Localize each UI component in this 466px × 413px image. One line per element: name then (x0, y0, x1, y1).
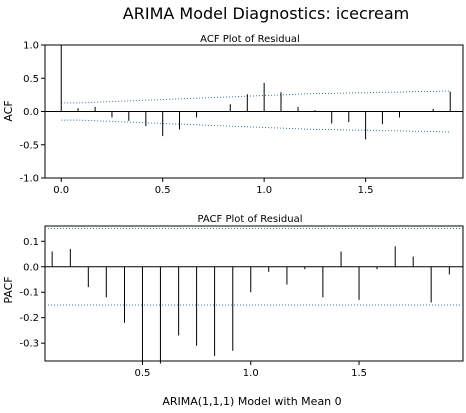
pacf-plot-frame (44, 225, 464, 362)
pacf-y-ticks: -0.3 -0.2 -0.1 0.0 0.1 (19, 237, 45, 350)
pacf-x-tick-label: 1.0 (243, 368, 259, 379)
acf-lower-band (61, 119, 451, 133)
acf-x-tick-label: 0.0 (53, 185, 69, 196)
pacf-panel-title: PACF Plot of Residual (197, 214, 302, 225)
pacf-x-ticks: 0.5 1.0 1.5 (135, 361, 367, 379)
pacf-y-tick-label: -0.1 (19, 288, 39, 299)
pacf-y-tick-label: 0.0 (23, 262, 39, 273)
figure-title: ARIMA Model Diagnostics: icecream (123, 4, 409, 23)
pacf-y-axis-label: PACF (2, 276, 15, 303)
footer-model-label: ARIMA(1,1,1) Model with Mean 0 (162, 395, 341, 408)
acf-upper-band (61, 90, 451, 104)
acf-confidence-bands (61, 90, 451, 133)
pacf-panel: PACF Plot of Residual PACF -0.3 -0.2 -0.1 0… (2, 214, 464, 379)
pacf-x-tick-label: 1.5 (351, 368, 367, 379)
acf-panel-title: ACF Plot of Residual (200, 34, 300, 45)
acf-y-tick-label: -1.0 (19, 174, 39, 185)
pacf-confidence-bands (45, 228, 463, 306)
acf-y-tick-label: 0.5 (23, 74, 39, 85)
pacf-y-tick-label: 0.1 (23, 237, 39, 248)
acf-y-ticks: -1.0 -0.5 0.0 0.5 1.0 (19, 41, 45, 185)
acf-x-tick-label: 1.0 (256, 185, 272, 196)
pacf-y-tick-label: -0.2 (19, 313, 39, 324)
acf-x-tick-label: 0.5 (155, 185, 171, 196)
acf-panel: ACF Plot of Residual ACF -1.0 -0.5 0.0 0.5 1… (2, 34, 464, 196)
acf-y-tick-label: -0.5 (19, 140, 39, 151)
acf-y-tick-label: 0.0 (23, 107, 39, 118)
acf-y-axis-label: ACF (2, 100, 15, 121)
acf-y-tick-label: 1.0 (23, 41, 39, 52)
acf-spikes (60, 45, 451, 140)
acf-x-ticks: 0.0 0.5 1.0 1.5 (53, 178, 374, 196)
pacf-x-tick-label: 0.5 (135, 368, 151, 379)
acf-x-tick-label: 1.5 (358, 185, 374, 196)
pacf-y-tick-label: -0.3 (19, 339, 39, 350)
pacf-spikes (51, 246, 450, 364)
